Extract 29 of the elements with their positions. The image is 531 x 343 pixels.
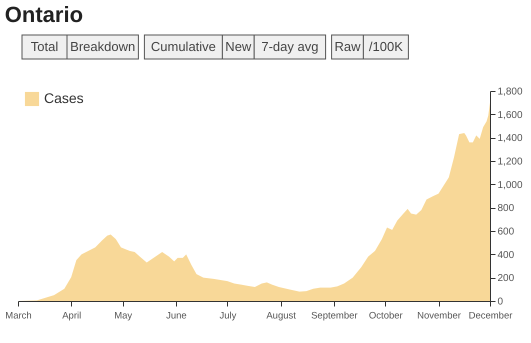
y-tick-label: 600	[498, 226, 515, 238]
x-tick-label: September	[311, 310, 358, 322]
x-tick-label: May	[114, 310, 132, 322]
x-tick-label: March	[5, 310, 32, 322]
text: Raw	[334, 39, 362, 54]
y-tick-label: 400	[498, 250, 515, 261]
y-tick-label: 800	[498, 203, 515, 214]
x-tick-label: June	[166, 310, 187, 322]
text: /100K	[368, 39, 404, 54]
x-tick-label: July	[219, 310, 237, 322]
x-tick-label: April	[62, 310, 82, 322]
y-tick-label: 1,400	[498, 133, 523, 144]
text: Breakdown	[70, 39, 136, 54]
text: 7-day avg	[261, 39, 318, 54]
text: Total	[30, 39, 58, 54]
y-tick-label: 1,200	[498, 156, 523, 168]
text: Cumulative	[150, 39, 216, 54]
y-tick-label: 1,600	[498, 110, 523, 121]
chart-title: Ontario	[4, 2, 84, 27]
text: New	[225, 39, 252, 54]
y-tick-label: 200	[498, 273, 515, 284]
legend-label: Cases	[44, 90, 84, 106]
y-tick-label: 1,000	[498, 180, 523, 191]
x-tick-label: August	[266, 310, 296, 322]
y-tick-label: 1,800	[498, 86, 523, 98]
x-tick-label: October	[368, 310, 403, 322]
y-tick-label: 0	[498, 296, 504, 308]
x-tick-label: November	[417, 310, 461, 322]
x-tick-label: December	[468, 310, 512, 322]
